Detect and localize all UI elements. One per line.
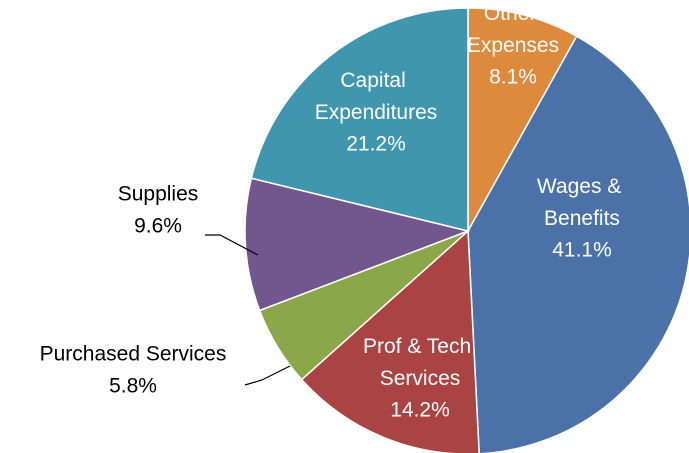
pie-slice	[250, 7, 469, 232]
pie-slice	[467, 35, 689, 453]
value-label: 21.2%	[346, 133, 406, 156]
value-label: 41.1%	[552, 239, 612, 262]
slice-label: Prof & Tech Services	[363, 335, 477, 390]
value-label: 9.6%	[134, 215, 182, 238]
slice-label: Capital Expenditures	[315, 69, 438, 124]
leader-line	[244, 365, 291, 386]
slice-label: Other Expenses	[467, 2, 559, 57]
slice-label: Supplies	[118, 183, 199, 206]
leader-line	[205, 234, 259, 256]
pie-slice	[467, 7, 578, 234]
slice-label: Purchased Services	[40, 343, 227, 366]
value-label: 5.8%	[109, 375, 157, 398]
value-label: 14.2%	[390, 399, 450, 422]
pie-slice	[300, 229, 480, 453]
pie-slice	[244, 177, 471, 312]
slice-label: Wages & Benefits	[537, 175, 627, 230]
value-label: 8.1%	[489, 66, 537, 89]
